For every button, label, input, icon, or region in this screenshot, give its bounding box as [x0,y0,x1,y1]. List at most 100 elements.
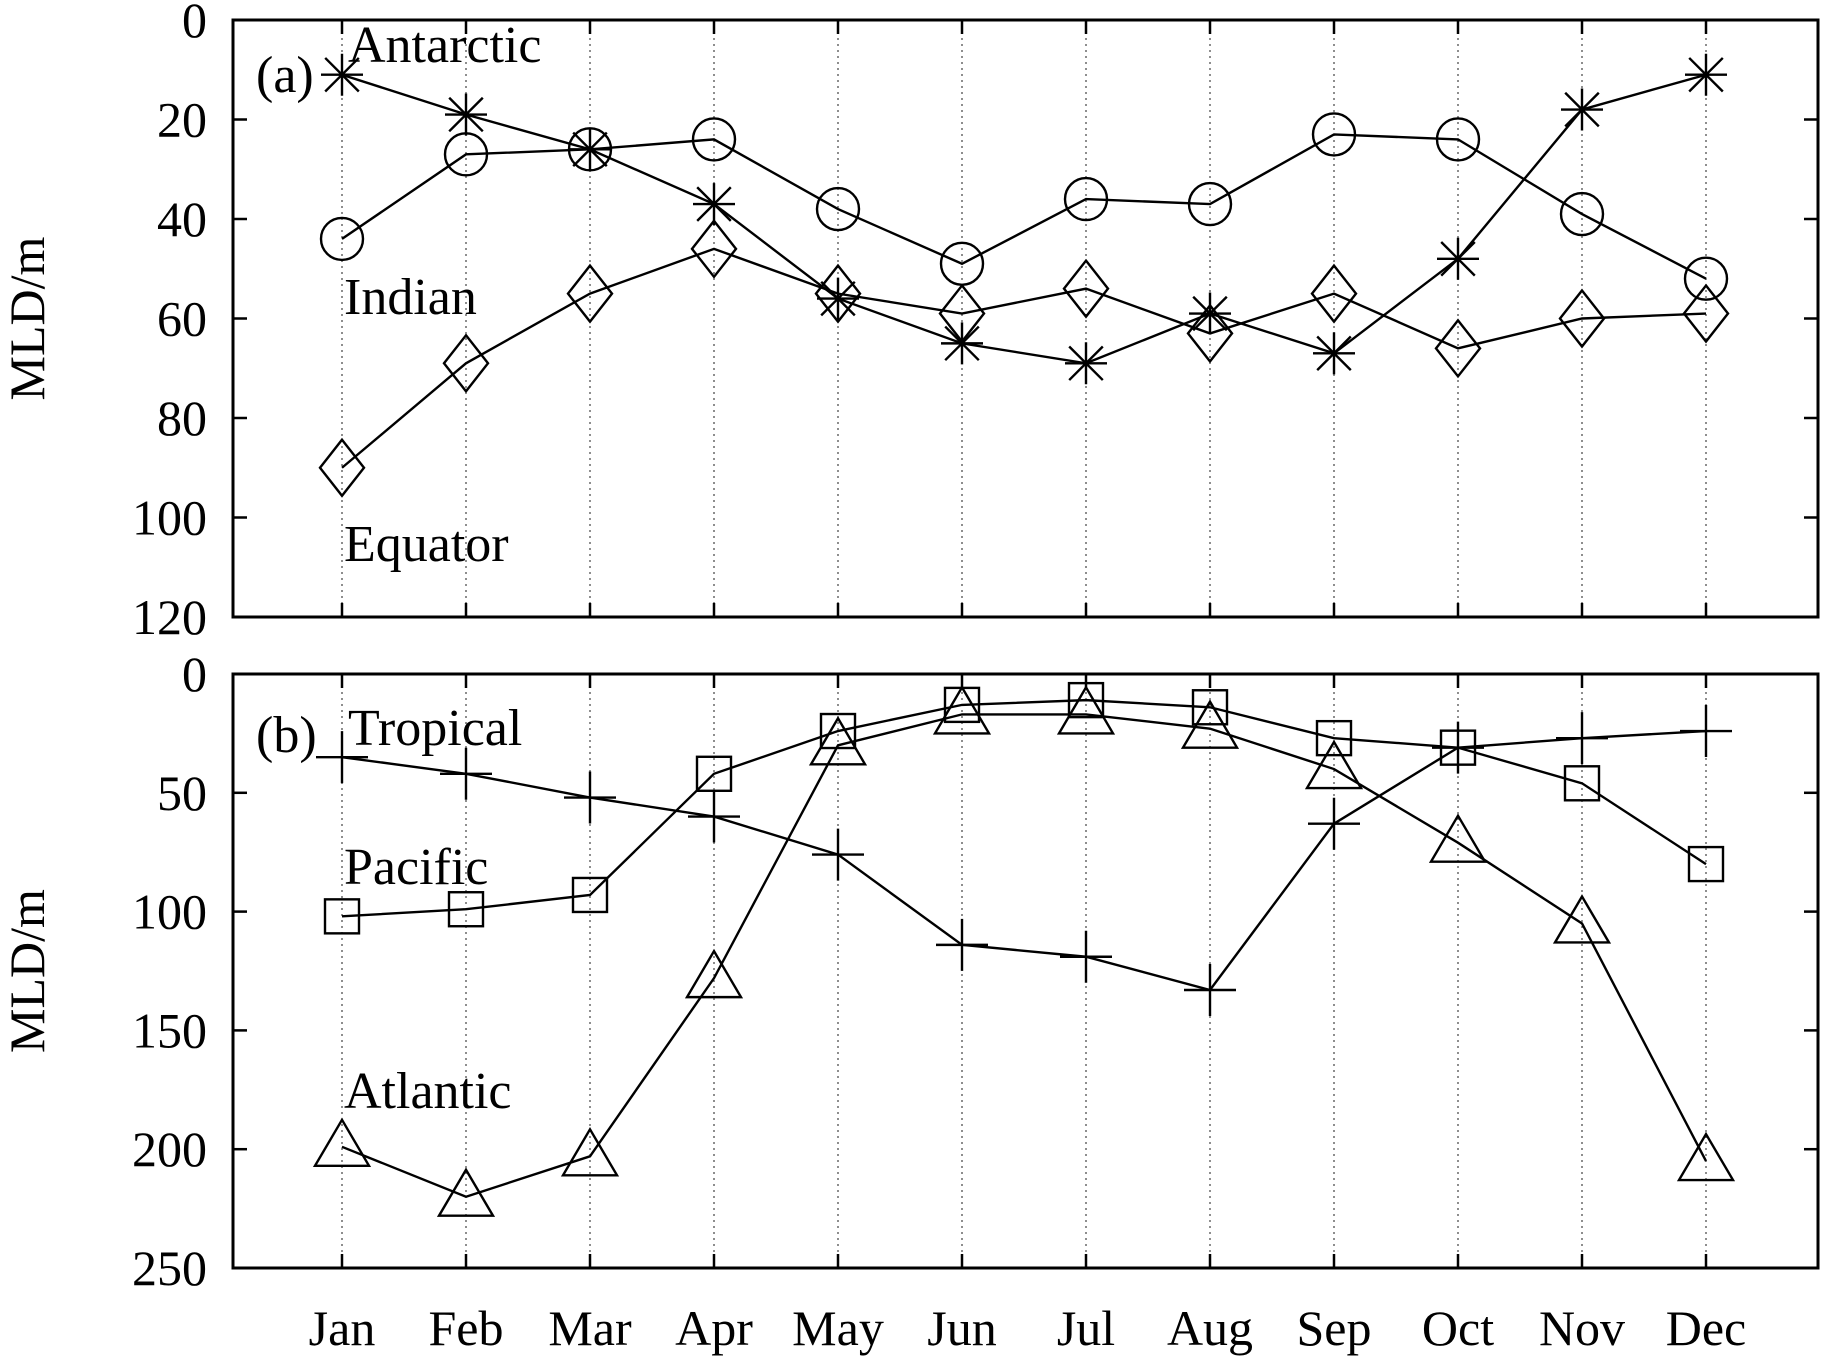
marker-equator [566,263,614,324]
marker-indian [1559,191,1605,237]
y-tick-label: 120 [132,589,207,645]
series-line-antarctic [341,73,1707,365]
x-tick-label: Aug [1167,1300,1253,1356]
marker-indian [567,127,613,172]
marker-tropical [316,731,368,784]
marker-atlantic [808,715,868,766]
series-line-tropical [341,729,1707,992]
marker-atlantic [684,948,744,999]
marker-indian [1435,117,1481,162]
x-tick-label: Jun [927,1300,996,1356]
marker-equator [814,263,862,324]
series-label-equator: Equator [344,516,509,573]
y-tick-label: 0 [182,0,207,48]
panel-label: (a) [256,47,314,104]
marker-tropical [1556,712,1608,765]
marker-atlantic [1180,699,1240,749]
marker-tropical [936,918,988,971]
y-tick-label: 20 [157,92,207,148]
marker-pacific [1191,689,1229,726]
marker-atlantic [1056,685,1116,735]
marker-atlantic [1552,894,1612,944]
marker-equator [1062,258,1110,319]
y-tick-label: 200 [132,1121,207,1177]
y-tick-label: 100 [132,490,207,546]
marker-tropical [812,828,864,881]
marker-atlantic [312,1117,372,1168]
marker-pacific [323,898,361,935]
marker-atlantic [560,1126,620,1177]
marker-indian [443,132,489,177]
marker-pacific [571,876,609,914]
marker-atlantic [1676,1131,1736,1182]
marker-indian [815,186,861,232]
marker-equator [1186,303,1234,364]
marker-antarctic [1065,342,1107,385]
y-axis-title: MLD/m [0,889,55,1053]
series-label-atlantic: Atlantic [344,1063,512,1120]
marker-antarctic [693,183,735,226]
marker-pacific [1439,729,1477,766]
x-tick-label: Oct [1422,1300,1494,1356]
panel-b: 0 50 100 150 200 250 MLD/m Tropical Pacific Atlan… [0,646,1820,1356]
series-line-atlantic [341,713,1708,1198]
marker-atlantic [932,685,992,735]
marker-antarctic [445,93,487,136]
marker-pacific [819,712,857,750]
marker-equator [1682,283,1730,344]
marker-equator [442,333,490,394]
y-tick-label: 50 [157,765,207,821]
series-label-indian: Indian [344,269,477,326]
marker-antarctic [1437,237,1479,280]
panel-frame [231,18,1820,619]
x-tick-label: Sep [1297,1300,1372,1356]
marker-equator [1558,288,1606,349]
marker-atlantic [1428,813,1488,863]
marker-equator [318,437,366,498]
x-tick-label: Apr [675,1300,753,1356]
marker-pacific [1315,719,1353,757]
x-tick-label: May [792,1300,884,1356]
marker-indian [1187,181,1233,227]
marker-antarctic [817,277,859,320]
y-tick-label: 150 [132,1002,207,1058]
x-tick-label: Jul [1057,1300,1115,1356]
y-tick-label: 100 [132,884,207,940]
series-label-antarctic: Antarctic [348,17,541,74]
x-tick-label: Jan [309,1300,376,1356]
x-tick-label: Nov [1539,1300,1625,1356]
marker-indian [1063,176,1109,222]
y-tick-label: 0 [182,646,207,702]
y-tick-label: 40 [157,191,207,247]
y-tick-label: 250 [132,1240,207,1296]
marker-equator [938,283,986,344]
marker-tropical [1060,930,1112,983]
panel-frame [231,672,1820,1270]
series-line-pacific [341,698,1707,918]
marker-pacific [1067,681,1105,719]
marker-tropical [1308,797,1360,850]
x-tick-label: Feb [429,1300,504,1356]
marker-indian [691,117,737,162]
marker-antarctic [1561,88,1603,131]
panel-label: (b) [256,707,317,764]
marker-pacific [1687,845,1725,883]
marker-tropical [688,790,740,843]
marker-equator [690,218,738,279]
x-tick-label: Dec [1666,1300,1747,1356]
marker-tropical [1184,964,1236,1017]
marker-equator [1310,263,1358,324]
marker-antarctic [1685,53,1727,96]
marker-antarctic [1313,332,1355,375]
marker-tropical [1680,705,1732,758]
y-tick-label: 60 [157,291,207,347]
marker-pacific [447,891,485,928]
marker-indian [1311,112,1357,157]
marker-tropical [564,771,616,824]
marker-pacific [1563,765,1601,802]
marker-indian [319,216,365,262]
panel-a: 0 20 40 60 80 100 120 MLD/m Antarctic Indian Equat… [0,0,1820,645]
marker-atlantic [1304,739,1364,790]
series-label-tropical: Tropical [348,700,522,757]
